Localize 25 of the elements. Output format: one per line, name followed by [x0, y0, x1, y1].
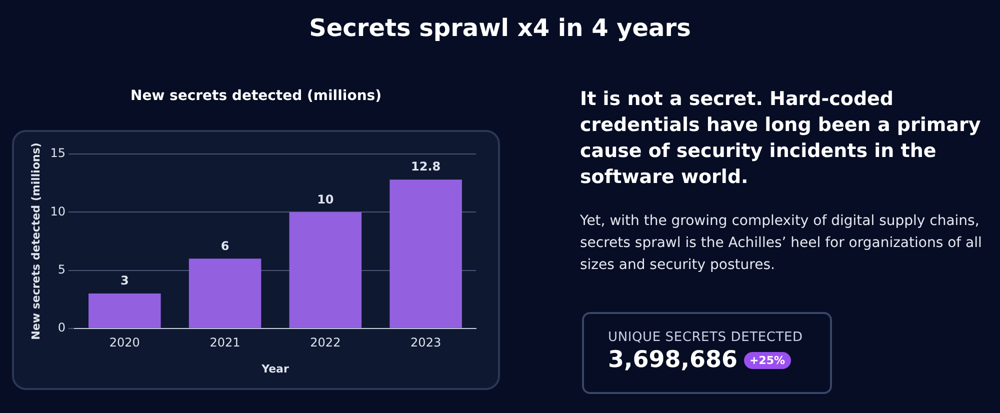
x-tick-label: 2021 [210, 336, 240, 350]
data-label: 10 [317, 192, 334, 206]
x-axis-title: Year [260, 362, 290, 376]
text: It is not a secret. Hard-coded credentials have long been a primary cause of security incidents in the software world. [580, 87, 982, 190]
x-tick-label: 2020 [109, 336, 140, 350]
y-axis-title: New secrets detected (millions) [29, 142, 42, 340]
bar [289, 212, 362, 328]
y-tick-label: 15 [50, 146, 66, 160]
y-tick-label: 0 [58, 320, 66, 335]
text: UNIQUE SECRETS DETECTED [608, 330, 804, 345]
chart-subtitle: New secrets detected (millions) [129, 88, 383, 104]
x-tick-label: 2022 [310, 336, 341, 350]
y-tick-label: 10 [50, 204, 66, 218]
bar [390, 180, 462, 328]
data-label: 6 [220, 238, 230, 253]
chart-title: Secrets sprawl x4 in 4 years [308, 14, 692, 42]
text: Yet, with the growing complexity of digital supply chains, secrets sprawl is the Achilles’ heel for organizations of all sizes and security postures. [580, 212, 983, 275]
text: +25% [744, 352, 792, 368]
y-tick-label: 5 [58, 262, 66, 276]
x-tick-label: 2023 [410, 336, 442, 350]
text: 3,698,686 [608, 347, 738, 373]
data-label: 3 [120, 274, 129, 288]
data-label: 12.8 [411, 160, 441, 174]
bar [88, 294, 161, 328]
bar [188, 258, 262, 328]
